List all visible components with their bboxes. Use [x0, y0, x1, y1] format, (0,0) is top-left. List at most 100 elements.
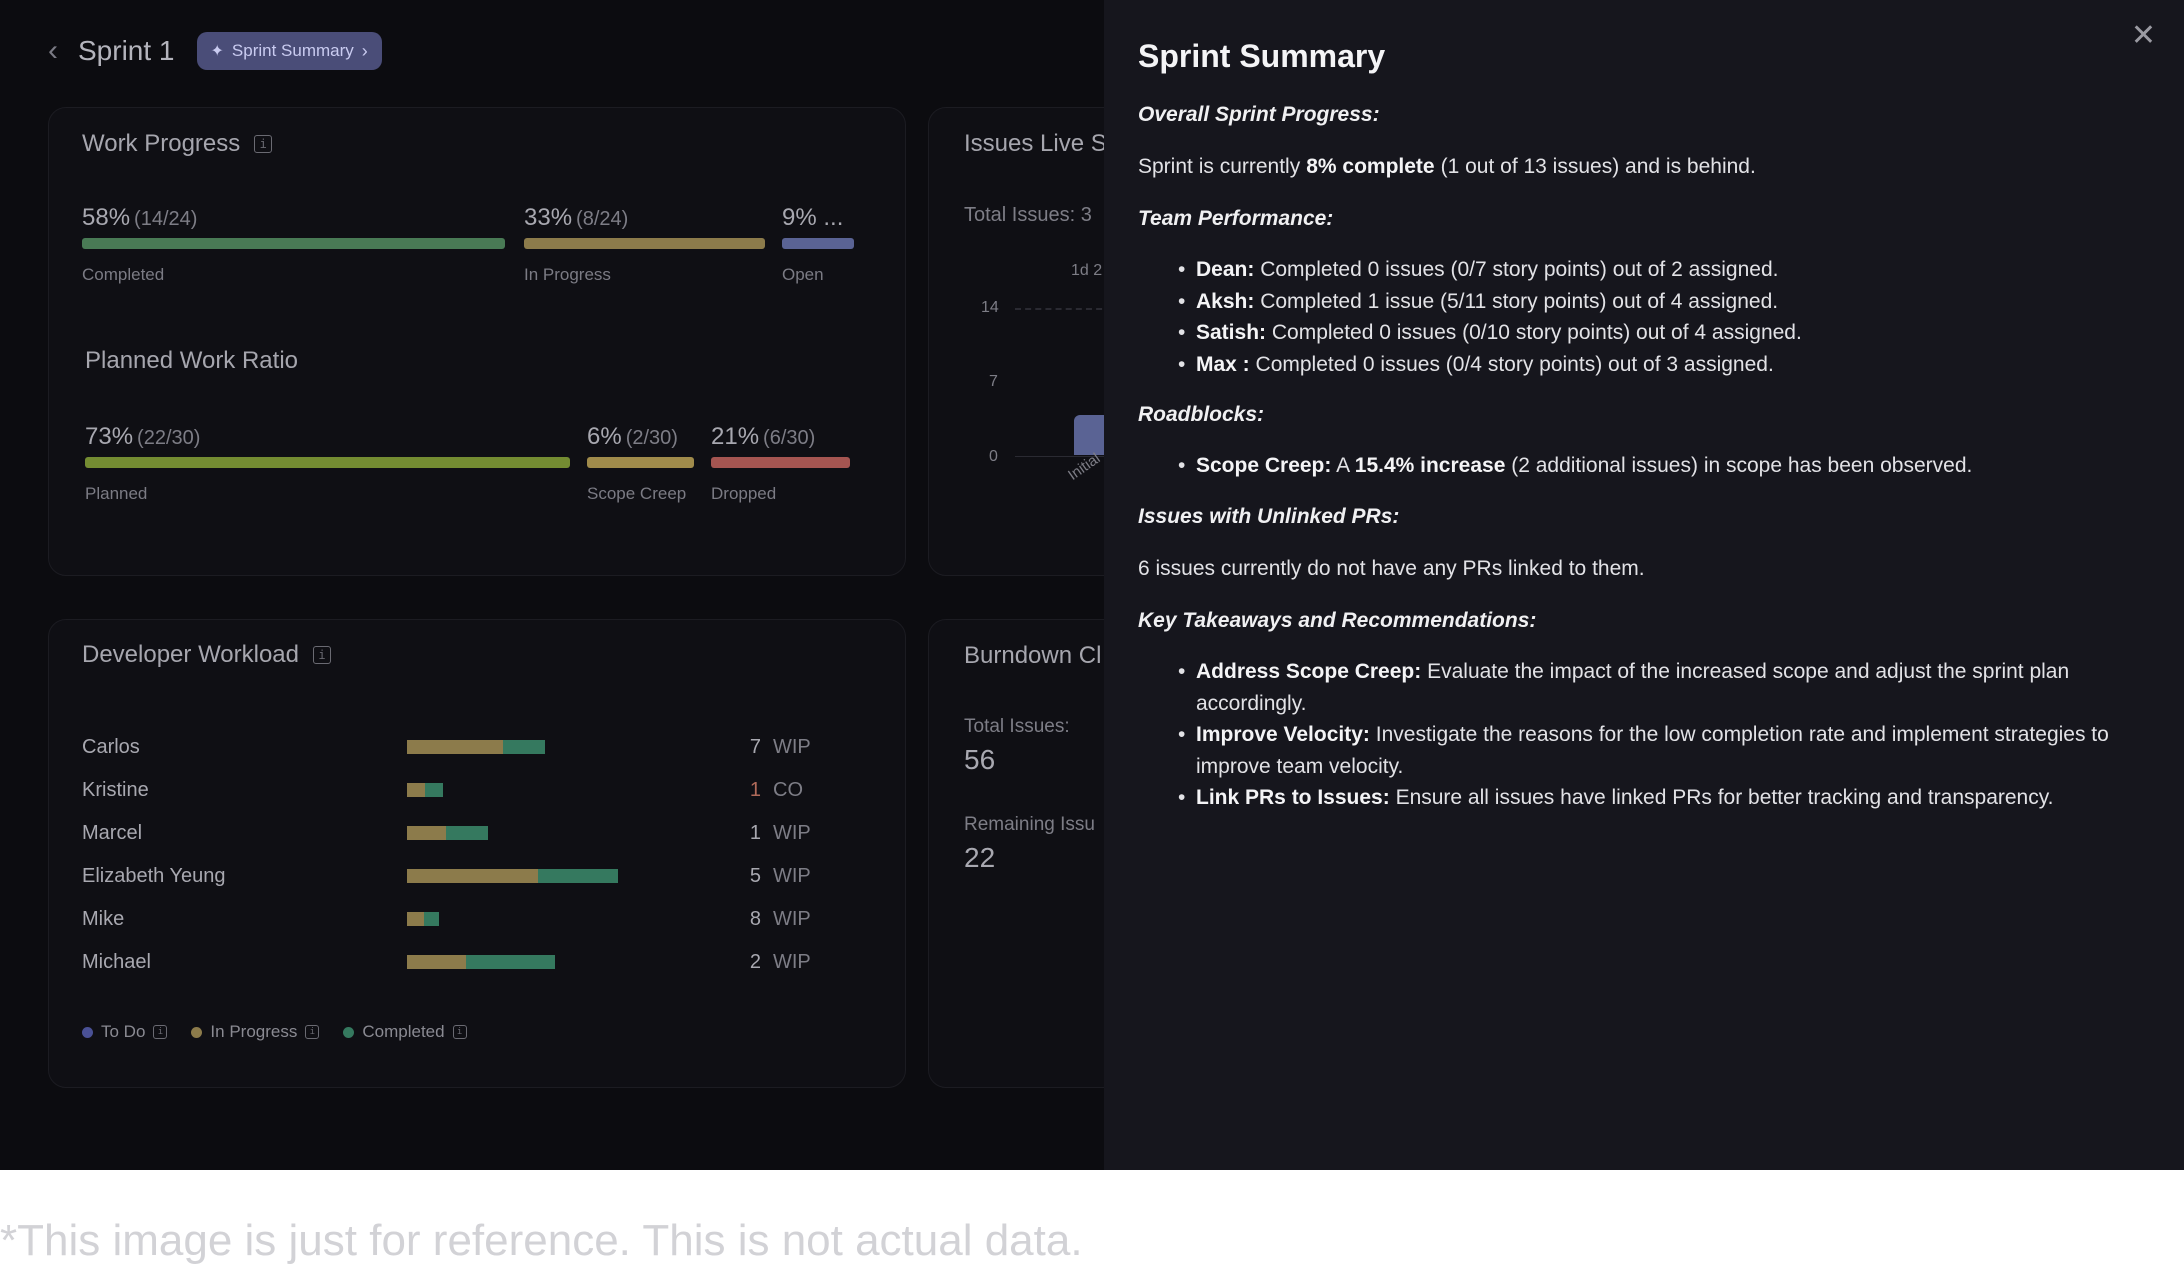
legend-item-completed: Completed i — [343, 1022, 467, 1042]
app-window: ‹ Sprint 1 ✦ Sprint Summary › Work Progr… — [0, 0, 2184, 1170]
in-progress-segment — [407, 826, 447, 840]
member-text: Completed 0 issues (0/7 story points) ou… — [1260, 258, 1779, 281]
roadblocks-heading: Roadblocks: — [1138, 403, 1265, 427]
info-icon[interactable]: i — [313, 646, 331, 664]
developer-name: Mike — [82, 907, 125, 930]
member-name: Dean: — [1196, 258, 1255, 281]
dropped-percent: 21% — [711, 423, 760, 450]
work-progress-title-text: Work Progress — [82, 130, 241, 157]
in-progress-segment — [407, 955, 466, 969]
list-item: Address Scope Creep: Evaluate the impact… — [1178, 656, 2148, 719]
sprint-summary-panel: ✕ Sprint Summary Overall Sprint Progress… — [1104, 0, 2184, 1170]
takeaways-heading: Key Takeaways and Recommendations: — [1138, 608, 1537, 632]
legend-completed-label: Completed — [362, 1022, 445, 1041]
in-progress-dot — [191, 1026, 203, 1038]
progress-segment-completed: 58% (14/24) Completed — [82, 204, 505, 285]
roadblock-text-post: (2 additional issues) in scope has been … — [1511, 454, 1973, 478]
takeaway-name: Link PRs to Issues: — [1196, 786, 1390, 810]
open-bar — [782, 238, 854, 249]
roadblock-text-bold: 15.4% increase — [1354, 454, 1506, 478]
burndown-remaining-label: Remaining Issu — [964, 814, 1095, 835]
workload-legend: To Do i In Progress i Completed i — [82, 1022, 467, 1042]
completed-segment — [538, 869, 618, 883]
list-item: Aksh: Completed 1 issue (5/11 story poin… — [1178, 286, 2148, 318]
info-icon[interactable]: i — [254, 135, 273, 153]
in-progress-segment — [407, 912, 424, 926]
issue-count: 1 — [749, 778, 761, 801]
unlinked-text: 6 issues currently do not have any PRs l… — [1138, 556, 1645, 580]
planned-bar — [85, 457, 570, 468]
dropped-label: Dropped — [711, 484, 777, 503]
chevron-left-icon[interactable]: ‹ — [48, 34, 58, 67]
table-row: Marcel 1 WIP — [82, 818, 862, 848]
y-tick-7: 7 — [989, 373, 998, 390]
completed-bar — [82, 238, 505, 249]
info-icon[interactable]: i — [153, 1025, 168, 1039]
workload-bar — [407, 955, 739, 969]
list-item: Max : Completed 0 issues (0/4 story poin… — [1178, 349, 2148, 381]
table-row: Elizabeth Yeung 5 WIP — [82, 861, 862, 891]
developer-name: Carlos — [82, 735, 140, 758]
takeaway-text: Ensure all issues have linked PRs for be… — [1395, 786, 2054, 810]
takeaway-text: Investigate the reasons for the low comp… — [1196, 723, 2109, 778]
burndown-total-label: Total Issues: — [964, 716, 1070, 737]
unlinked-heading: Issues with Unlinked PRs: — [1138, 504, 1400, 528]
roadblock-name: Scope Creep: — [1196, 454, 1332, 478]
legend-item-todo: To Do i — [82, 1022, 168, 1042]
in-progress-segment — [407, 783, 426, 797]
ratio-segment-planned: 73% (22/30) Planned — [85, 423, 570, 504]
completed-segment — [465, 955, 555, 969]
overall-text-post: (1 out of 13 issues) and is behind. — [1440, 155, 1756, 178]
completed-percent: 58% — [82, 204, 131, 231]
page-header: ‹ Sprint 1 ✦ Sprint Summary › — [48, 30, 382, 72]
overall-text-bold: 8% complete — [1306, 155, 1435, 178]
info-icon[interactable]: i — [452, 1025, 467, 1039]
legend-item-in-progress: In Progress i — [191, 1022, 320, 1042]
overall-text: Sprint is currently 8% complete (1 out o… — [1138, 150, 2148, 184]
burndown-remaining-value: 22 — [964, 842, 996, 873]
issues-live-total: Total Issues: 3 — [964, 204, 1092, 226]
table-row: Mike 8 WIP — [82, 904, 862, 934]
completed-segment — [446, 826, 488, 840]
issues-live-title: Issues Live S — [964, 130, 1107, 157]
issue-count: 8 — [749, 907, 761, 930]
sprint-summary-button[interactable]: ✦ Sprint Summary › — [196, 32, 382, 70]
takeaway-name: Address Scope Creep: — [1196, 659, 1422, 683]
ratio-segment-scope-creep: 6% (2/30) Scope Creep — [587, 423, 694, 504]
in-progress-label: In Progress — [524, 265, 611, 284]
in-progress-segment — [407, 869, 539, 883]
in-progress-percent: 33% — [524, 204, 573, 231]
developer-name: Kristine — [82, 778, 149, 801]
list-item: Improve Velocity: Investigate the reason… — [1178, 719, 2148, 782]
completed-dot — [343, 1026, 355, 1038]
dropped-bar — [711, 457, 850, 468]
list-item: Link PRs to Issues: Ensure all issues ha… — [1178, 782, 2148, 814]
member-text: Completed 0 issues (0/4 story points) ou… — [1255, 352, 1774, 376]
progress-segment-in-progress: 33% (8/24) In Progress — [524, 204, 765, 285]
status-label: WIP — [773, 735, 811, 758]
table-row: Carlos 7 WIP — [82, 732, 862, 762]
list-item: Dean: Completed 0 issues (0/7 story poin… — [1178, 254, 2148, 286]
progress-segment-open: 9% ... Open — [782, 204, 854, 285]
takeaway-name: Improve Velocity: — [1196, 723, 1370, 747]
member-name: Aksh: — [1196, 289, 1255, 313]
close-icon[interactable]: ✕ — [2130, 19, 2156, 52]
member-text: Completed 1 issue (5/11 story points) ou… — [1260, 289, 1779, 313]
info-icon[interactable]: i — [305, 1025, 320, 1039]
developer-name: Michael — [82, 950, 151, 973]
issues-live-top-label: 1d 2 — [1071, 262, 1103, 279]
workload-bar — [407, 869, 739, 883]
planned-label: Planned — [85, 484, 148, 503]
developer-name: Marcel — [82, 821, 143, 844]
completed-segment — [425, 783, 444, 797]
takeaways-list: Address Scope Creep: Evaluate the impact… — [1178, 656, 2148, 814]
work-progress-card: Work Progress i 58% (14/24) Completed 33%… — [48, 107, 906, 576]
member-name: Satish: — [1196, 321, 1267, 345]
list-item: Scope Creep: A 15.4% increase (2 additio… — [1178, 450, 2148, 482]
scope-creep-percent: 6% — [587, 423, 622, 450]
panel-title: Sprint Summary — [1138, 38, 1386, 74]
status-label: WIP — [773, 864, 811, 887]
dropped-count: (6/30) — [763, 427, 816, 449]
sprint-dashboard: ‹ Sprint 1 ✦ Sprint Summary › Work Progr… — [0, 0, 1328, 1170]
in-progress-segment — [407, 740, 504, 754]
